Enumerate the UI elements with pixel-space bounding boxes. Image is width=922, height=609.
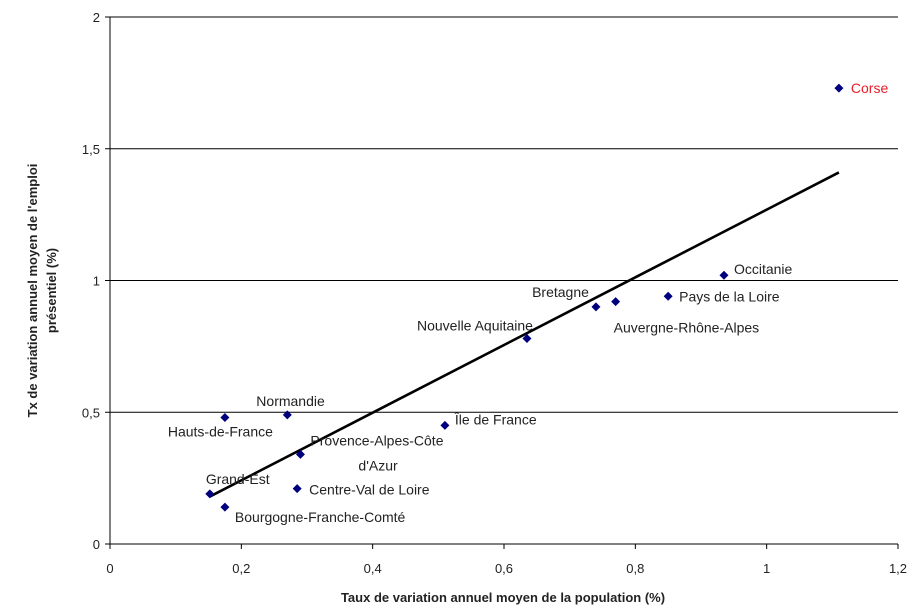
data-point (719, 270, 729, 280)
point-label: Corse (851, 80, 889, 96)
point-label: Île de France (454, 411, 537, 427)
data-point (220, 413, 230, 423)
data-point (663, 291, 673, 301)
x-tick-label: 0 (106, 561, 113, 576)
data-point (440, 420, 450, 430)
point-labels: Corse Occitanie Pays de la Loire Auvergne-R… (168, 80, 889, 525)
data-point (591, 302, 601, 312)
x-tick-label: 1 (763, 561, 770, 576)
point-label: Provence-Alpes-Côte d'Azur (310, 432, 443, 473)
x-tick-label: 0,4 (364, 561, 382, 576)
trendline (209, 171, 840, 498)
y-tick-label: 2 (93, 10, 100, 25)
y-tick-label: 0 (93, 537, 100, 552)
point-label: Centre-Val de Loire (309, 482, 430, 498)
point-label: Bourgogne-Franche-Comté (235, 509, 406, 525)
point-label: Normandie (256, 393, 325, 409)
x-tick-label: 0,2 (232, 561, 250, 576)
data-point (220, 502, 230, 512)
point-label: Occitanie (734, 261, 793, 277)
gridlines (110, 16, 898, 413)
x-tick-label: 1,2 (889, 561, 907, 576)
data-point (282, 410, 292, 420)
tick-labels: 0 0,5 1 1,5 2 0 0,2 0,4 0,6 0,8 1 1,2 (82, 10, 907, 576)
x-tick-label: 0,6 (495, 561, 513, 576)
data-point (292, 484, 302, 494)
x-tick-label: 0,8 (626, 561, 644, 576)
y-tick-label: 1,5 (82, 142, 100, 157)
point-label: Bretagne (532, 284, 589, 300)
data-point (522, 333, 532, 343)
data-point (611, 297, 621, 307)
point-label: Pays de la Loire (679, 288, 780, 304)
x-axis-title: Taux de variation annuel moyen de la pop… (341, 590, 665, 605)
data-point (205, 489, 215, 499)
axes (105, 16, 899, 549)
data-point (295, 449, 305, 459)
y-tick-label: 0,5 (82, 405, 100, 420)
point-label: Grand-Est (206, 471, 270, 487)
y-axis-title: Tx de variation annuel moyen de l'emploi… (25, 164, 59, 418)
point-label: Nouvelle Aquitaine (417, 317, 533, 333)
point-label: Hauts-de-France (168, 424, 273, 440)
y-tick-label: 1 (93, 274, 100, 289)
point-label: Auvergne-Rhône-Alpes (614, 320, 760, 336)
data-points (205, 83, 844, 512)
data-point (834, 83, 844, 93)
